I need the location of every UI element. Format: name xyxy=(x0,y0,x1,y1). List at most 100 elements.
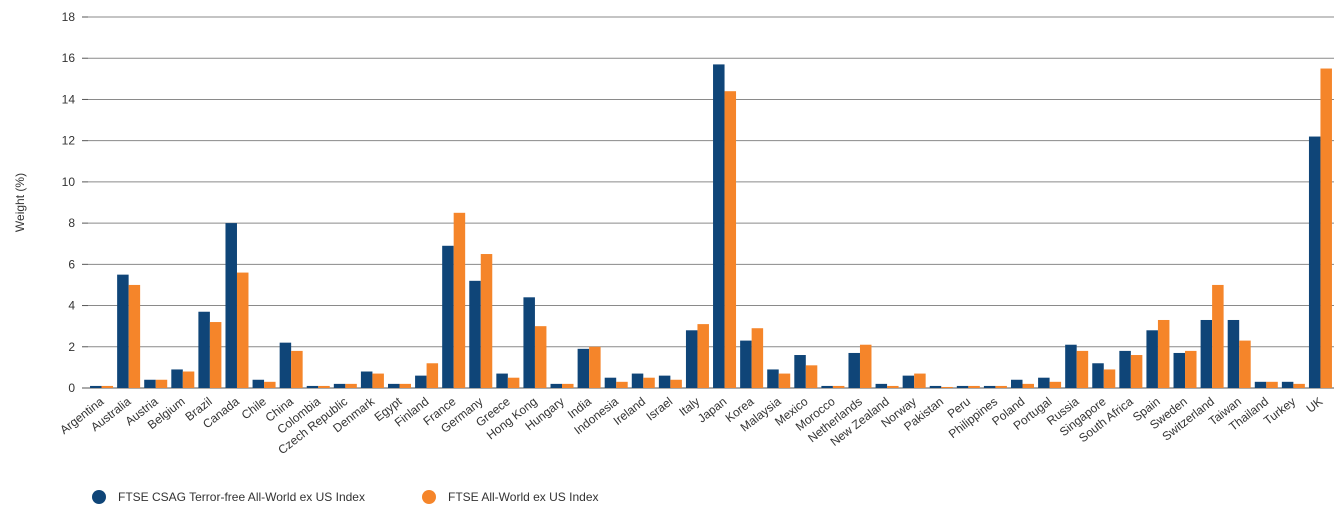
bar-taiwan-series-1 xyxy=(1227,319,1240,388)
bar-china-series-1 xyxy=(279,342,292,388)
legend: FTSE CSAG Terror-free All-World ex US In… xyxy=(92,490,599,504)
y-tick-label: 6 xyxy=(68,257,75,271)
bar-indonesia-series-1 xyxy=(604,377,617,388)
bar-japan-series-2 xyxy=(724,91,737,388)
bar-india-series-1 xyxy=(577,348,590,388)
bar-finland-series-1 xyxy=(415,375,427,388)
y-tick-label: 16 xyxy=(62,51,76,65)
bar-greece-series-2 xyxy=(507,377,520,388)
y-tick-label: 0 xyxy=(68,381,75,395)
bar-norway-series-1 xyxy=(902,375,915,388)
bar-finland-series-2 xyxy=(426,363,439,388)
bar-argentina-series-2 xyxy=(101,385,114,388)
bar-switzerland-series-2 xyxy=(1212,284,1224,388)
bar-belgium-series-1 xyxy=(171,369,183,388)
bar-thailand-series-2 xyxy=(1266,381,1278,388)
bar-new-zealand-series-2 xyxy=(887,385,899,388)
bar-hong-kong-series-1 xyxy=(523,297,535,388)
legend-marker-series-2 xyxy=(422,490,436,504)
bar-uk-series-1 xyxy=(1308,136,1321,388)
bar-malaysia-series-1 xyxy=(767,369,779,388)
bar-ireland-series-2 xyxy=(643,377,655,388)
legend-label-series-2: FTSE All-World ex US Index xyxy=(448,490,599,504)
bar-china-series-2 xyxy=(291,350,303,388)
bar-philippines-series-1 xyxy=(983,385,996,388)
bar-indonesia-series-2 xyxy=(616,381,628,388)
bar-mexico-series-2 xyxy=(805,365,818,388)
legend-label-series-1: FTSE CSAG Terror-free All-World ex US In… xyxy=(118,490,365,504)
y-tick-label: 2 xyxy=(68,340,75,354)
bar-netherlands-series-2 xyxy=(859,344,872,388)
bar-denmark-series-2 xyxy=(372,373,384,388)
bar-japan-series-1 xyxy=(713,64,725,389)
bar-denmark-series-1 xyxy=(360,371,373,388)
bar-hungary-series-2 xyxy=(562,383,574,388)
bar-russia-series-2 xyxy=(1076,350,1089,388)
y-tick-label: 8 xyxy=(68,216,75,230)
x-category-label: Israel xyxy=(643,394,675,423)
bar-hungary-series-1 xyxy=(550,383,563,388)
bar-australia-series-1 xyxy=(117,274,129,388)
bar-pakistan-series-1 xyxy=(929,385,942,388)
y-axis-ticks: 0 2 4 6 8 10 12 14 16 18 xyxy=(62,10,76,395)
bar-portugal-series-1 xyxy=(1038,377,1050,388)
x-category-label: Japan xyxy=(695,394,729,425)
bar-italy-series-1 xyxy=(685,330,698,388)
bar-belgium-series-2 xyxy=(182,371,195,388)
gridlines xyxy=(82,16,1334,389)
bar-germany-series-2 xyxy=(480,254,493,388)
bar-austria-series-1 xyxy=(144,379,156,388)
bar-new-zealand-series-1 xyxy=(875,383,888,388)
bar-uk-series-2 xyxy=(1320,68,1332,389)
bar-italy-series-2 xyxy=(697,324,709,388)
bar-brazil-series-2 xyxy=(209,322,222,388)
bar-germany-series-1 xyxy=(469,280,481,388)
bar-australia-series-2 xyxy=(128,284,141,388)
bar-czech-republic-series-2 xyxy=(345,383,357,388)
bar-portugal-series-2 xyxy=(1049,381,1062,388)
bar-pakistan-series-2 xyxy=(941,386,953,388)
bar-taiwan-series-2 xyxy=(1239,340,1251,388)
y-tick-label: 12 xyxy=(62,134,76,148)
bar-singapore-series-1 xyxy=(1092,363,1104,388)
bar-israel-series-1 xyxy=(658,375,671,388)
bar-chile-series-1 xyxy=(252,379,265,388)
bar-ireland-series-1 xyxy=(631,373,644,388)
y-tick-label: 10 xyxy=(62,175,76,189)
y-axis-title: Weight (%) xyxy=(13,173,27,232)
bar-korea-series-1 xyxy=(740,340,752,388)
bar-egypt-series-1 xyxy=(388,383,400,388)
x-category-label: Turkey xyxy=(1261,394,1298,427)
bar-france-series-2 xyxy=(453,212,466,388)
bar-malaysia-series-2 xyxy=(778,373,791,388)
bars xyxy=(90,64,1332,389)
legend-marker-series-1 xyxy=(92,490,106,504)
bar-poland-series-2 xyxy=(1022,383,1034,388)
bar-sweden-series-2 xyxy=(1185,350,1197,388)
bar-peru-series-1 xyxy=(956,385,969,388)
bar-czech-republic-series-1 xyxy=(333,383,346,388)
bar-egypt-series-2 xyxy=(399,383,411,388)
bar-hong-kong-series-2 xyxy=(534,326,547,388)
bar-austria-series-2 xyxy=(155,379,168,388)
bar-israel-series-2 xyxy=(670,379,682,388)
bar-india-series-2 xyxy=(589,346,601,388)
bar-singapore-series-2 xyxy=(1103,369,1116,388)
bar-russia-series-1 xyxy=(1065,344,1077,388)
bar-spain-series-2 xyxy=(1157,319,1170,388)
bar-philippines-series-2 xyxy=(995,385,1007,388)
bar-argentina-series-1 xyxy=(90,385,102,388)
bar-turkey-series-1 xyxy=(1281,381,1294,388)
bar-peru-series-2 xyxy=(968,385,980,388)
bar-canada-series-1 xyxy=(225,223,237,388)
y-tick-label: 4 xyxy=(68,299,75,313)
bar-korea-series-2 xyxy=(751,328,764,388)
bar-spain-series-1 xyxy=(1146,330,1158,388)
bar-turkey-series-2 xyxy=(1293,383,1305,388)
bar-canada-series-2 xyxy=(236,272,249,388)
x-category-label: UK xyxy=(1304,394,1326,415)
x-axis-category-labels: ArgentinaAustraliaAustriaBelgiumBrazilCa… xyxy=(57,394,1325,457)
x-category-label: Chile xyxy=(239,394,269,422)
bar-thailand-series-1 xyxy=(1254,381,1267,388)
